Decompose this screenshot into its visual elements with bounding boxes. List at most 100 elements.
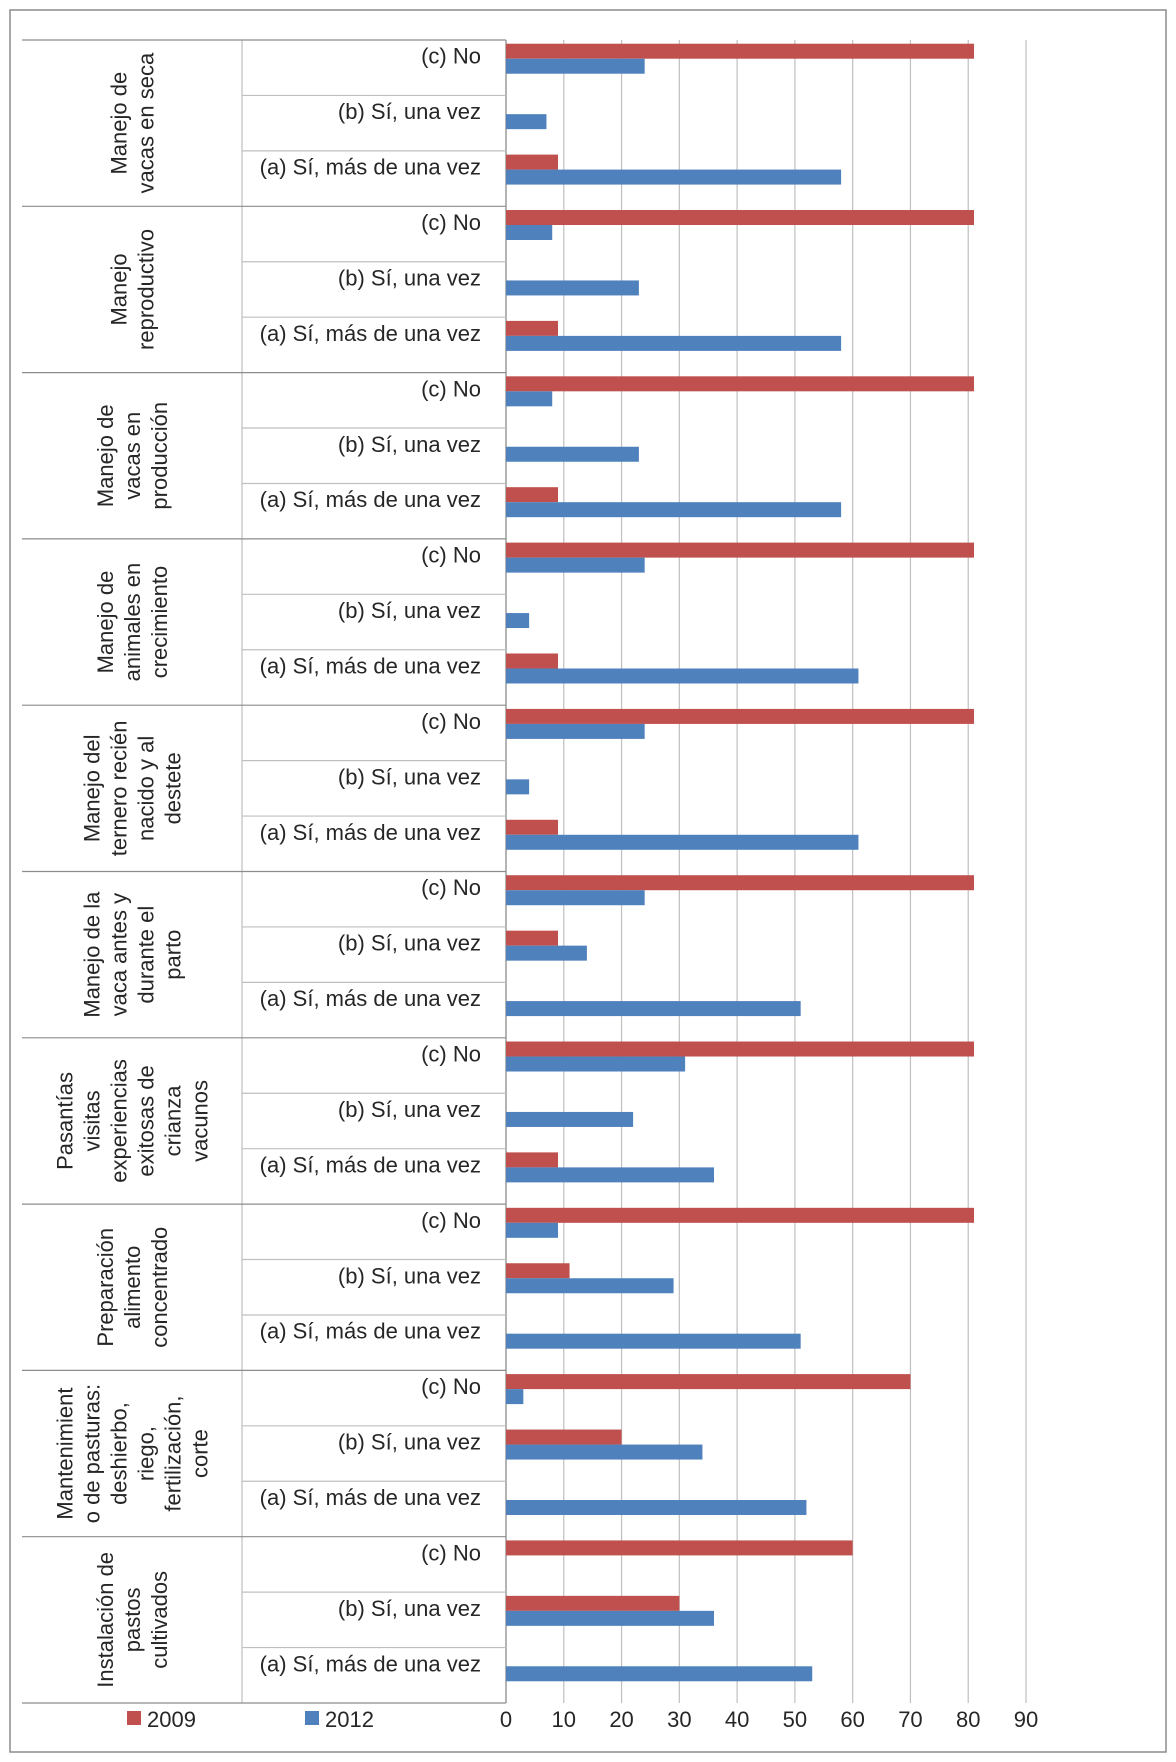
group-label-line: corte [188,1429,213,1478]
group-label-line: nacido y al [134,736,159,841]
bar-2012 [506,834,859,850]
group-label-line: vaca antes y [107,893,132,1017]
group-label-line: vacunos [188,1080,213,1162]
subcategory-label: (c) No [421,875,481,900]
x-tick-label: 40 [725,1707,749,1732]
subcategory-label: (b) Sí, una vez [338,1263,481,1288]
group-label-line: crianza [161,1085,186,1157]
bar-2009 [506,1374,911,1390]
bar-2012 [506,169,842,185]
bar-2012 [506,1666,813,1682]
subcategory-label: (a) Sí, más de una vez [260,986,481,1011]
subcategory-label: (a) Sí, más de una vez [260,1319,481,1344]
bar-2009 [506,1595,680,1611]
subcategory-label: (a) Sí, más de una vez [260,1651,481,1676]
bar-2009 [506,1540,853,1556]
bar-2012 [506,1389,524,1405]
subcategory-label: (c) No [421,1042,481,1067]
subcategory-label: (c) No [421,376,481,401]
group-label-line: Instalación de [93,1552,118,1688]
group-label-line: Manejo de [93,404,118,507]
bar-2009 [506,930,558,946]
bar-2009 [506,653,558,669]
group-label-line: producción [147,402,172,510]
subcategory-label: (b) Sí, una vez [338,931,481,956]
bar-2012 [506,446,639,462]
x-tick-label: 70 [898,1707,922,1732]
bar-2009 [506,1263,570,1279]
bar-2012 [506,1444,703,1460]
group-label-line: pastos [120,1587,145,1652]
group-label-line: Preparación [93,1228,118,1347]
subcategory-label: (c) No [421,44,481,69]
group-label-line: Pasantías [53,1072,78,1170]
bar-2012 [506,557,645,573]
bar-2012 [506,58,645,74]
group-label: Mantenimiento de pasturas:deshierbo,rieg… [53,1384,213,1523]
group-label-line: exitosas de [134,1065,159,1176]
bar-2012 [506,890,645,906]
legend-swatch-2009 [127,1711,141,1725]
subcategory-label: (a) Sí, más de una vez [260,820,481,845]
subcategory-label: (c) No [421,543,481,568]
subcategory-label: (a) Sí, más de una vez [260,1485,481,1510]
subcategory-label: (b) Sí, una vez [338,1430,481,1455]
group-label-line: durante el [134,906,159,1004]
group-label: Pasantíasvisitasexperienciasexitosas dec… [53,1059,213,1183]
x-tick-label: 10 [552,1707,576,1732]
bar-2009 [506,708,974,724]
bar-2012 [506,335,842,351]
subcategory-label: (a) Sí, más de una vez [260,321,481,346]
bar-2012 [506,1111,634,1127]
group-label-line: concentrado [147,1227,172,1348]
subcategory-label: (a) Sí, más de una vez [260,487,481,512]
bar-2009 [506,1152,558,1168]
bar-2012 [506,1333,801,1349]
bar-2012 [506,502,842,518]
subcategory-label: (c) No [421,1540,481,1565]
group-label: Manejo deanimales encrecimiento [93,563,172,682]
subcategory-label: (a) Sí, más de una vez [260,1152,481,1177]
subcategory-label: (b) Sí, una vez [338,1097,481,1122]
group-label: Preparaciónalimentoconcentrado [93,1227,172,1348]
subcategory-label: (b) Sí, una vez [338,99,481,124]
bars [506,43,974,1682]
subcategory-label: (a) Sí, más de una vez [260,155,481,180]
x-tick-label: 80 [956,1707,980,1732]
group-label-line: reproductivo [134,229,159,350]
group-label-line: crecimiento [147,566,172,678]
group-label-line: cultivados [147,1571,172,1669]
subcategory-label: (c) No [421,1374,481,1399]
group-label-line: Manejo de la [80,891,105,1018]
bar-2009 [506,542,974,558]
bar-2012 [506,668,859,684]
group-label: Manejo de lavaca antes ydurante elparto [80,891,186,1018]
subcategory-label: (a) Sí, más de una vez [260,653,481,678]
subcategory-label: (c) No [421,210,481,235]
x-axis-ticks: 0 10 20 30 40 50 60 70 80 90 [500,1707,1038,1732]
group-label: Manejo devacas en seca [107,52,159,193]
bar-2012 [506,723,645,739]
subcategory-label: (b) Sí, una vez [338,598,481,623]
subcategory-label: (b) Sí, una vez [338,764,481,789]
subcategory-label: (c) No [421,1208,481,1233]
bar-2012 [506,280,639,296]
group-label: Manejoreproductivo [107,229,159,350]
legend: 2009 2012 [127,1707,374,1732]
bar-2012 [506,225,553,241]
subcategory-label: (b) Sí, una vez [338,1596,481,1621]
x-tick-label: 60 [840,1707,864,1732]
bar-2012 [506,1278,674,1294]
bar-2009 [506,320,558,336]
bar-2012 [506,613,530,629]
bar-2012 [506,1056,686,1072]
group-label-line: animales en [120,563,145,682]
group-label-line: Manejo [107,253,132,325]
bar-2009 [506,1429,622,1445]
subcategory-label: (c) No [421,709,481,734]
group-label-line: parto [161,930,186,980]
group-label-line: ternero recién [107,720,132,856]
x-tick-label: 50 [783,1707,807,1732]
